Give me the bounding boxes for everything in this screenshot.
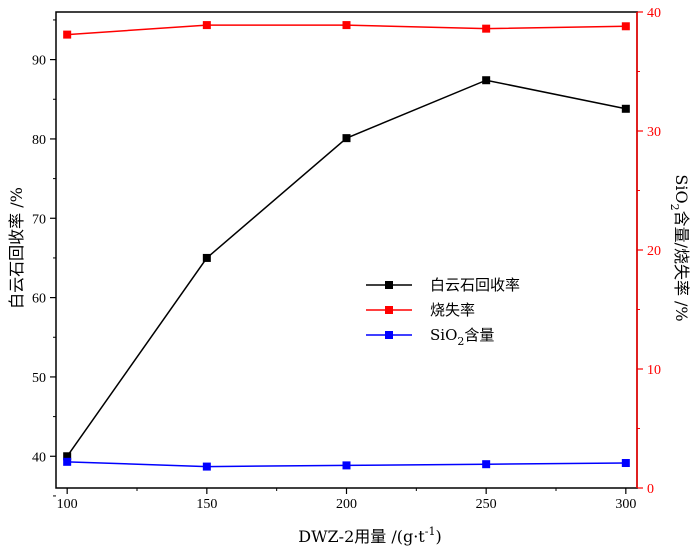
left-y-tick-label: 80: [32, 133, 46, 148]
left-y-tick-label: 50: [32, 371, 46, 386]
data-point: [342, 21, 351, 30]
legend-label: SiO2含量: [430, 326, 494, 348]
data-point: [621, 459, 630, 468]
right-y-axis-title: SiO2含量/烧失率 /%: [668, 174, 691, 321]
right-y-tick-label: 20: [647, 244, 661, 259]
right-y-tick-label: 10: [647, 363, 661, 378]
x-tick-label: 150: [196, 497, 217, 512]
legend-label: 烧失率: [430, 301, 475, 319]
data-point: [482, 24, 491, 33]
data-point: [63, 30, 72, 39]
legend-marker: [385, 306, 393, 314]
left-y-tick-label: 90: [32, 54, 46, 69]
right-y-tick-label: 30: [647, 125, 661, 140]
legend-marker: [385, 331, 393, 339]
series-layer: [63, 21, 630, 471]
x-tick-label: 250: [476, 497, 497, 512]
left-y-tick-label: 60: [32, 292, 46, 307]
data-point: [342, 461, 351, 470]
data-point: [202, 21, 211, 30]
data-point: [63, 457, 72, 466]
x-tick-label: 100: [57, 497, 78, 512]
x-tick-label: 200: [336, 497, 357, 512]
data-point: [482, 460, 491, 469]
data-point: [202, 253, 211, 262]
plot-frame: [55, 11, 638, 489]
data-point: [202, 462, 211, 471]
ticks-layer: 100 150 200 250 300 40 50 60 70 80 90 0 10 20 30 40: [32, 6, 661, 512]
left-y-tick-label: 70: [32, 212, 46, 227]
right-y-tick-label: 40: [647, 6, 661, 21]
left-y-axis-title: 白云石回收率 /%: [7, 187, 26, 309]
right-y-tick-label: 0: [647, 482, 654, 497]
x-axis-title: DWZ-2用量 /(g·t-1): [298, 525, 441, 546]
legend-label: 白云石回收率: [430, 276, 520, 294]
left-y-tick-label: 40: [32, 450, 46, 465]
data-point: [621, 104, 630, 113]
data-point: [482, 76, 491, 85]
x-tick-label: 300: [615, 497, 636, 512]
data-point: [63, 452, 72, 461]
data-point: [342, 134, 351, 143]
data-point: [621, 22, 630, 31]
legend-marker: [385, 281, 393, 289]
